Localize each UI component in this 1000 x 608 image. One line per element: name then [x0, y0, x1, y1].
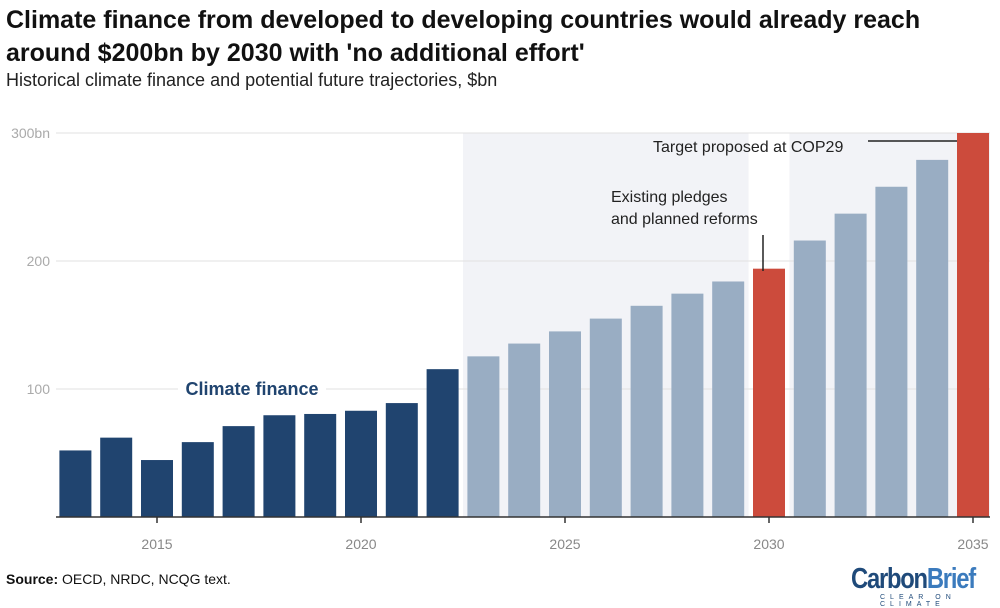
bar-chart: 100 200 300bn 2015 2020 2025 2030 2035 Climate f…	[11, 125, 990, 552]
x-tick-label: 2030	[753, 536, 784, 552]
bar-2029	[712, 281, 745, 517]
bar-2015	[141, 460, 173, 517]
bar-2019	[304, 413, 337, 517]
y-tick-label: 300bn	[11, 125, 50, 141]
logo-tagline: CLEAR ON CLIMATE	[880, 594, 956, 608]
bar-2014	[100, 437, 133, 517]
chart-title: Climate finance from developed to develo…	[6, 6, 921, 67]
x-tick-label: 2035	[957, 536, 988, 552]
annotation-pledges-line1: Existing pledges	[611, 189, 728, 206]
carbonbrief-logo: CarbonBrief	[851, 563, 976, 595]
bar-2032	[834, 213, 867, 517]
series-label-climate-finance: Climate finance	[185, 379, 318, 399]
bar-2031	[793, 240, 826, 517]
source-note: Source: OECD, NRDC, NCQG text.	[6, 571, 231, 587]
bar-2023	[467, 356, 500, 517]
bar-2034	[916, 159, 949, 517]
bar-2020	[345, 410, 377, 517]
y-tick-label: 100	[27, 381, 51, 397]
bar-2026	[589, 318, 622, 517]
bar-2030	[753, 268, 785, 517]
bar-2018	[263, 415, 296, 517]
chart-subtitle: Historical climate finance and potential…	[6, 70, 498, 90]
bar-2028	[671, 293, 704, 517]
bar-2027	[630, 305, 663, 517]
bar-2016	[181, 442, 214, 517]
bar-2024	[508, 343, 541, 517]
bar-2025	[549, 331, 581, 517]
x-tick-label: 2025	[549, 536, 580, 552]
bar-2033	[875, 186, 908, 517]
bar-2017	[222, 426, 255, 517]
annotation-cop29: Target proposed at COP29	[653, 139, 843, 156]
x-tick-label: 2015	[141, 536, 172, 552]
source-text: OECD, NRDC, NCQG text.	[62, 571, 231, 587]
annotation-pledges-line2: and planned reforms	[611, 211, 758, 228]
bar-2022	[426, 369, 459, 517]
source-label: Source:	[6, 571, 59, 587]
bar-2013	[59, 450, 92, 517]
label-background	[178, 375, 326, 401]
bar-2035	[957, 133, 989, 517]
y-tick-label: 200	[27, 253, 51, 269]
bar-2021	[385, 403, 418, 517]
x-tick-label: 2020	[345, 536, 376, 552]
